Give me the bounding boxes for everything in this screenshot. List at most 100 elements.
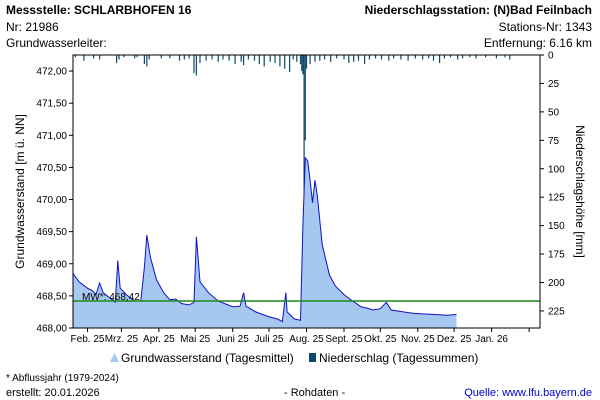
precip-bar [475,55,477,59]
x-tick-label: Jan. 26 [475,334,508,345]
y-axis-label: Grundwasserstand [m ü. NN] [13,114,27,269]
legend-gw-icon [110,353,119,362]
precip-bar [99,55,101,60]
precip-bar [143,55,145,65]
x-axis-ticks: Feb. 25 Mrz. 25 Apr. 25 Mai 25 Juni 25 Juli 2… [71,328,530,345]
precip-bar [388,55,390,61]
precip-bar [253,55,256,61]
x-tick-label: Sept. 25 [325,334,363,345]
legend-precip-icon [309,353,316,362]
y2-tick-label: 175 [548,250,565,261]
x-tick-label: Juni 25 [217,334,250,345]
precip-bar [292,55,294,60]
x-tick-label: Apr. 25 [143,334,175,345]
precip-bar [146,55,148,67]
precip-bar [301,55,303,71]
precip-bar [134,55,136,59]
precip-bar [485,55,487,58]
precip-bar [93,55,95,59]
precip-bar [368,55,370,60]
precip-bar [414,55,416,59]
x-tick-label: Nov. 25 [401,334,435,345]
y2-tick-label: 125 [548,193,565,204]
y2-tick-label: 225 [548,306,565,317]
precip-bar [193,55,195,74]
precip-bar [199,55,201,63]
y2-tick-label: 25 [548,79,560,90]
precip-bar [428,55,430,59]
precip-bar [319,55,321,61]
y2-tick-label: 75 [548,136,560,147]
precip-bar [299,55,302,65]
precip-bar [314,55,316,62]
footnote: * Abflussjahr (1979-2024) [6,373,119,384]
y2-tick-label: 200 [548,278,565,289]
groundwater-area [73,157,457,328]
precip-bar [469,55,471,58]
precip-bar [432,55,435,61]
precip-bar [443,55,445,59]
precip-bar [83,55,85,61]
legend-precip-label: Niederschlag (Tagessummen) [319,351,479,365]
precip-bar [309,55,311,65]
precip-bar [269,55,271,62]
x-tick-label: Aug. 25 [289,334,324,345]
precip-bar [195,55,197,76]
precip-bar [400,55,402,60]
precip-bar [439,55,441,63]
precip-bar [211,55,213,60]
precip-bar [222,55,224,60]
precip-bar [228,55,230,61]
station-name: Messstelle: SCHLARBHOFEN 16 [6,3,192,17]
x-tick-label: Mrz. 25 [105,334,139,345]
precip-bar [74,55,76,58]
precip-bar [449,55,452,58]
precip-bar [169,55,171,59]
precip-bar [348,55,350,63]
precip-bar [279,55,281,67]
y2-axis-ticks: 0 25 50 75 100 125 150 175 200 225 [540,51,565,317]
mean-water-reference-label: MW*: 468,42 [82,292,140,303]
x-tick-label: Feb. 25 [71,334,105,345]
y-tick-label: 470,50 [36,163,67,174]
y2-tick-label: 150 [548,221,565,232]
raw-data-note: - Rohdaten - [284,387,346,399]
precip-bar [407,55,409,61]
source-link[interactable]: Quelle: www.lfu.bayern.de [464,386,592,400]
precip-bar [364,55,366,65]
precip-bar [116,55,118,63]
x-tick-label: Okt. 25 [364,334,397,345]
precip-bar [462,55,464,59]
created-date: erstellt: 20.01.2026 [6,387,100,399]
precip-bar [422,55,424,60]
precip-bar [353,55,355,62]
precip-bar [183,55,185,60]
precip-bar [305,55,308,69]
y2-tick-label: 100 [548,164,565,175]
precip-station-name: Niederschlagsstation: (N)Bad Feilnbach [364,3,592,17]
source-link-text[interactable]: Quelle: www.lfu.bayern.de [464,387,592,399]
y-tick-label: 472,00 [36,67,67,78]
precip-bar [274,55,276,63]
y2-tick-label: 50 [548,107,560,118]
precip-bar [240,55,242,62]
precip-station-number: Stations-Nr: 1343 [498,20,592,34]
precip-bar [357,55,360,61]
precip-bar [234,55,236,65]
precip-bar [509,55,511,60]
precip-bar [504,55,506,58]
precip-bar [148,55,150,60]
precip-bar [178,55,181,61]
precipitation-bars [74,55,511,315]
precip-bar [123,55,125,58]
y-tick-label: 469,00 [36,259,67,270]
precip-bar [296,55,298,62]
precip-bar [457,55,459,60]
precip-bar [393,55,395,59]
precip-bar [302,55,304,75]
x-tick-label: Dez. 25 [437,334,472,345]
y-tick-label: 471,00 [36,131,67,142]
y-axis-ticks: 468,00 468,50 469,00 469,50 470,00 470,50 471,… [36,67,73,335]
y-tick-label: 468,00 [36,324,67,335]
